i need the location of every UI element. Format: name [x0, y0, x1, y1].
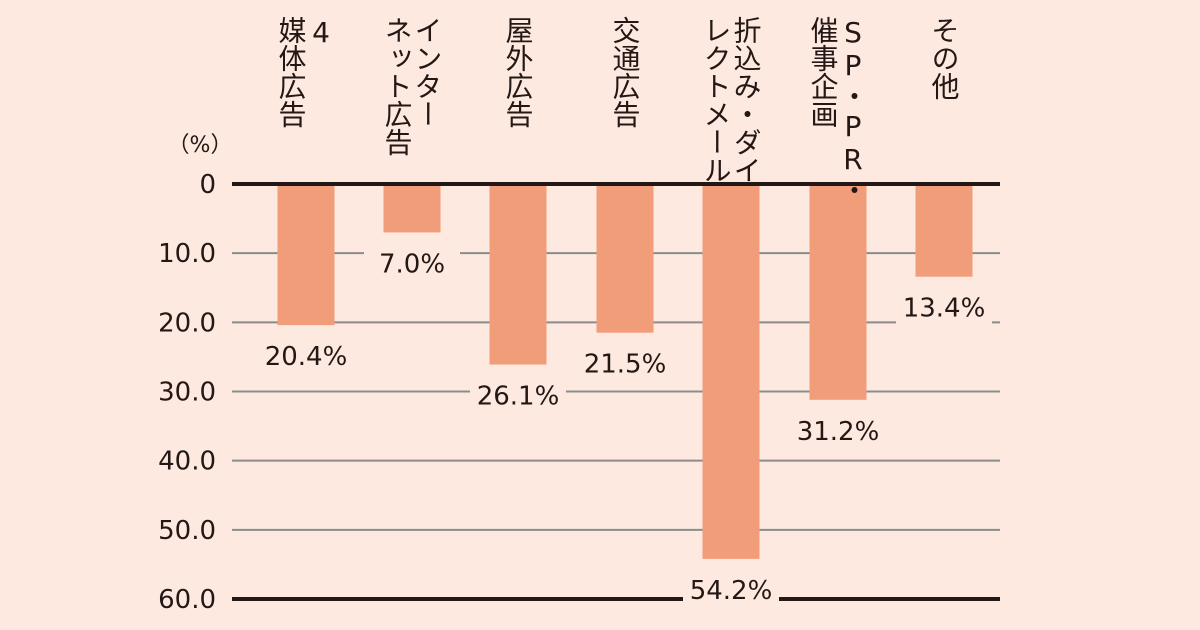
bar: [489, 186, 547, 365]
category-label: インター: [411, 16, 444, 128]
value-label: 21.5%: [584, 350, 667, 380]
y-tick-label: 30.0: [158, 378, 216, 408]
category-label: その他: [928, 16, 961, 100]
y-tick-label: 0: [199, 170, 216, 200]
value-label-background: [577, 345, 673, 382]
value-label-background: [258, 338, 354, 375]
category-label: 屋外広告: [502, 16, 535, 128]
value-label-background: [790, 412, 886, 449]
value-label: 20.4%: [265, 342, 348, 372]
y-tick-label: 10.0: [158, 239, 216, 269]
value-label: 7.0%: [379, 249, 445, 279]
y-tick-label: 20.0: [158, 308, 216, 338]
category-label: 4: [305, 16, 338, 49]
y-tick-labels: 0 10.0 20.0 30.0 40.0 50.0 60.0: [158, 170, 216, 615]
value-label: 54.2%: [690, 576, 773, 606]
axis-lines: [232, 182, 1000, 601]
category-label: 催事企画: [807, 16, 840, 128]
category-label: SP・PR・: [837, 16, 870, 204]
bars: [277, 186, 973, 559]
bar: [915, 186, 973, 277]
category-label: 媒体広告: [275, 16, 308, 128]
value-labels: 20.4% 7.0% 26.1% 21.5% 54.2% 31.2% 13.4%: [258, 245, 992, 608]
value-label: 26.1%: [477, 382, 560, 412]
value-label-background: [364, 245, 460, 282]
category-label: ネット広告: [381, 16, 414, 156]
bar: [277, 186, 335, 326]
value-label-background: [683, 571, 779, 608]
value-label-background: [896, 289, 992, 326]
category-label: レクトメール: [700, 16, 733, 184]
y-axis-unit-label: （%）: [168, 133, 233, 158]
value-label-background: [470, 377, 566, 414]
bar: [383, 186, 441, 233]
y-tick-label: 40.0: [158, 447, 216, 477]
y-tick-label: 60.0: [158, 585, 216, 615]
y-tick-label: 50.0: [158, 516, 216, 546]
category-label: 交通広告: [609, 16, 642, 128]
grid-lines: [232, 252, 1000, 531]
bar: [809, 186, 867, 400]
value-label: 31.2%: [797, 417, 880, 447]
bar: [702, 186, 760, 559]
category-label: 折込み・ダイ: [730, 16, 763, 184]
value-label: 13.4%: [903, 294, 986, 324]
bar: [596, 186, 654, 333]
